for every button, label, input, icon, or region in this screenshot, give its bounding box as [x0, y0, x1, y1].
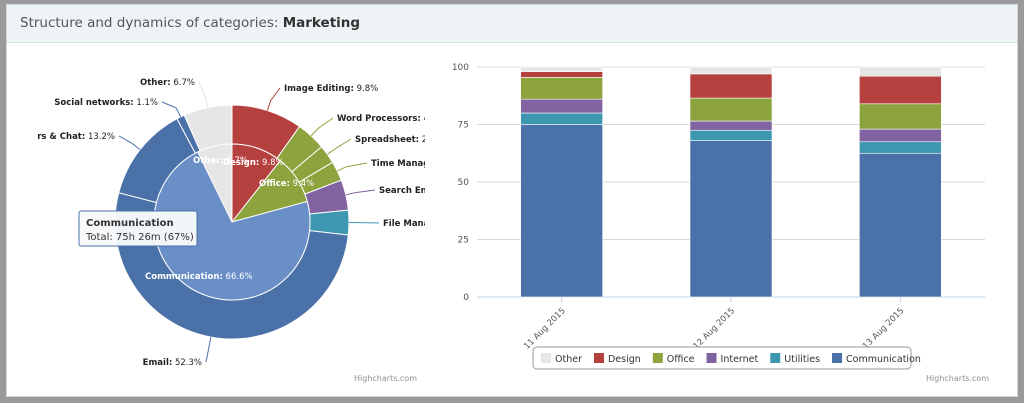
bar-segment-design-1[interactable] — [689, 73, 773, 99]
legend-swatch-design — [593, 353, 604, 363]
bar-legend: Other Design Office Internet Utilities Commun… — [532, 346, 921, 370]
pie-outer-label-file-managers: File Mana — [383, 219, 425, 229]
bar-credits[interactable]: Highcharts.com — [926, 374, 989, 383]
pie-connector-time-management — [337, 162, 368, 172]
pie-outer-label-other: Other: 6.7% — [140, 78, 195, 88]
bar-segment-utilities-0[interactable] — [520, 112, 603, 125]
pie-outer-label-messengers-chat: rs & Chat: 13.2% — [37, 132, 115, 142]
legend-item-communication[interactable]: Communication — [832, 353, 921, 365]
bar-y-tick-50: 50 — [458, 178, 470, 188]
pie-connector-word-processors — [310, 117, 334, 137]
bar-segment-communication-1[interactable] — [689, 140, 773, 298]
pie-outer-label-image-editing: Image Editing: 9.8% — [284, 84, 378, 94]
bar-y-tick-0: 0 — [463, 293, 469, 303]
legend-item-utilities[interactable]: Utilities — [770, 353, 820, 365]
pie-inner-label-communication: Communication: 66.6% — [145, 272, 253, 282]
bar-y-tick-100: 100 — [452, 63, 469, 73]
bar-y-tick-25: 25 — [458, 236, 469, 246]
title-prefix: Structure and dynamics of categories: — [20, 15, 279, 31]
legend-swatch-other — [541, 353, 551, 363]
pie-connector-other — [198, 81, 209, 108]
pie-connector-email — [205, 336, 212, 363]
pie-outer-label-word-processors: Word Processors: 4 — [337, 114, 425, 124]
pie-outer-label-social-networks: Social networks: 1.1% — [54, 98, 158, 108]
legend-label-design: Design — [608, 354, 641, 365]
bar-segment-internet-0[interactable] — [520, 98, 603, 114]
bar-segment-communication-2[interactable] — [859, 152, 942, 298]
pie-inner-label-other: Other: 6.7% — [193, 156, 248, 166]
stacked-bar-chart: 0 25 50 75 100 11 Aug 2015 12 Aug 2015 13 Aug … — [452, 63, 989, 383]
bar-segment-office-2[interactable] — [859, 103, 942, 130]
bar-stacks — [520, 66, 942, 298]
bar-segment-other-1[interactable] — [689, 66, 773, 75]
bar-segment-other-0[interactable] — [520, 66, 603, 72]
pie-inner-ring — [153, 143, 311, 301]
pie-outer-label-email: Email: 52.3% — [143, 358, 202, 368]
bar-segment-utilities-2[interactable] — [859, 141, 942, 154]
legend-label-other: Other — [555, 354, 582, 365]
bar-segment-office-1[interactable] — [689, 97, 773, 122]
chart-panel: Structure and dynamics of categories: Ma… — [6, 4, 1018, 397]
legend-item-other[interactable]: Other — [541, 353, 582, 365]
tooltip-title: Communication — [86, 218, 174, 229]
bar-segment-internet-1[interactable] — [689, 120, 773, 131]
bar-x-tick-label-2: 13 Aug 2015 — [861, 306, 907, 352]
legend-swatch-communication — [832, 353, 843, 363]
bar-x-tick-label-0: 11 Aug 2015 — [522, 306, 568, 352]
pie-inner-labels: Communication: 66.6% Other: 6.7%Design: 9… — [145, 156, 314, 282]
legend-item-design[interactable]: Design — [593, 353, 641, 365]
bar-segment-other-2[interactable] — [859, 66, 942, 77]
bar-segment-office-0[interactable] — [520, 77, 603, 100]
pie-connector-spreadsheet — [327, 138, 352, 155]
pie-outer-label-search-engines: Search En — [379, 186, 425, 196]
legend-item-internet[interactable]: Internet — [706, 353, 759, 365]
pie-outer-ring — [114, 104, 350, 340]
pie-chart: Image Editing: 9.8% Word Processors: 4 Spr… — [37, 78, 425, 383]
panel-title: Structure and dynamics of categories: Ma… — [20, 15, 360, 31]
bar-segment-utilities-1[interactable] — [689, 129, 773, 141]
bar-y-tick-75: 75 — [458, 121, 469, 131]
bar-segment-design-0[interactable] — [520, 71, 603, 78]
legend-swatch-office — [652, 353, 663, 363]
bar-legend-box — [532, 346, 912, 370]
pie-outer-label-time-management: Time Manag — [371, 159, 425, 169]
pie-credits[interactable]: Highcharts.com — [354, 374, 417, 383]
pie-connector-search-engines — [345, 189, 376, 196]
legend-label-internet: Internet — [721, 354, 759, 365]
pie-outer-label-spreadsheet: Spreadsheet: 2. — [355, 135, 425, 145]
legend-swatch-internet — [706, 353, 717, 363]
bar-x-tick-labels: 11 Aug 2015 12 Aug 2015 13 Aug 2015 — [522, 297, 906, 352]
bar-y-tick-labels: 0 25 50 75 100 — [452, 63, 469, 303]
pie-inner-label-office: Office: 9.4% — [259, 179, 314, 189]
category-name: Marketing — [282, 15, 361, 31]
pie-tooltip: Communication Total: 75h 26m (67%) — [78, 210, 198, 247]
tooltip-body: Total: 75h 26m (67%) — [85, 232, 194, 243]
legend-label-communication: Communication — [846, 354, 921, 365]
pie-inner-label-design: Design: 9.8% — [223, 158, 284, 168]
legend-label-utilities: Utilities — [784, 354, 820, 365]
legend-swatch-utilities — [770, 353, 781, 363]
legend-item-office[interactable]: Office — [652, 353, 695, 365]
pie-connector-social-networks — [161, 101, 182, 118]
pie-connector-image-editing — [266, 87, 281, 111]
bar-segment-internet-2[interactable] — [859, 128, 942, 143]
pie-connectors — [118, 81, 380, 363]
bar-x-tick-label-1: 12 Aug 2015 — [692, 306, 738, 352]
pie-inner-slice-communication[interactable] — [153, 151, 311, 301]
panel-header: Structure and dynamics of categories: Ma… — [7, 5, 1017, 43]
bar-segment-communication-0[interactable] — [520, 124, 603, 298]
pie-connector-messengers-chat — [118, 135, 141, 151]
pie-outer-labels: Image Editing: 9.8% Word Processors: 4 Spr… — [37, 78, 425, 368]
legend-label-office: Office — [667, 354, 695, 365]
bar-segment-design-2[interactable] — [859, 75, 942, 105]
